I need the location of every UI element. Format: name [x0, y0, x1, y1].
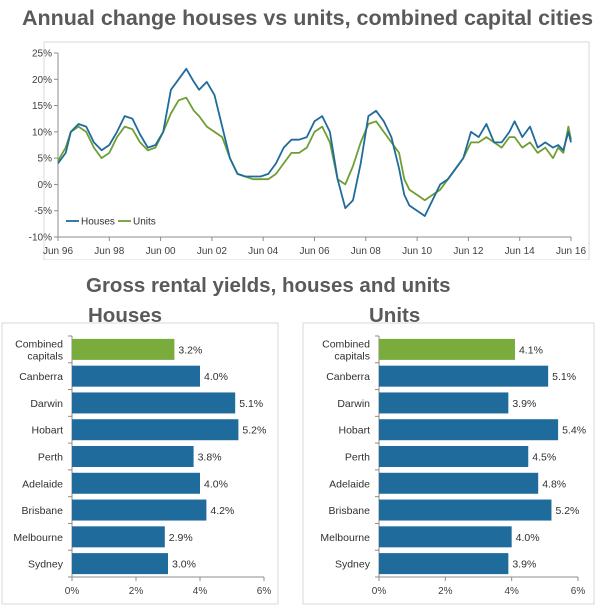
legend-label: Houses [81, 217, 115, 228]
x-tick-label: 2% [438, 586, 453, 597]
bar [379, 446, 529, 467]
category-label: Darwin [30, 398, 63, 410]
x-tick-label: 4% [193, 586, 208, 597]
bar [379, 419, 559, 441]
category-label: Canberra [19, 371, 63, 383]
bar-value-label: 5.1% [239, 398, 263, 410]
category-label: Melbourne [320, 532, 370, 544]
x-tick-label: 4% [504, 586, 519, 597]
x-tick-label: Jun 14 [505, 246, 535, 257]
bar [379, 338, 515, 360]
bar-value-label: 3.9% [512, 398, 536, 410]
chart-title: Annual change houses vs units, combined … [22, 6, 594, 30]
category-label: Combined [322, 338, 370, 350]
units-line [57, 96, 572, 202]
category-label: Hobart [31, 425, 63, 437]
houses-line [57, 67, 572, 217]
bar [72, 526, 165, 548]
x-tick-label: Jun 06 [299, 246, 329, 257]
y-tick-label: 15% [32, 101, 52, 112]
bar [72, 472, 200, 494]
category-label: Adelaide [22, 478, 63, 490]
bar-value-label: 4.2% [210, 505, 234, 517]
category-label: Brisbane [329, 505, 371, 517]
bar [72, 338, 175, 360]
bar-value-label: 4.1% [519, 344, 543, 356]
bar-value-label: 3.9% [512, 559, 536, 571]
bar-value-label: 5.1% [552, 371, 576, 383]
x-tick-label: Jun 12 [453, 246, 483, 257]
bar [72, 392, 236, 414]
category-label: Combined [15, 338, 63, 350]
bar-charts-title: Gross rental yields, houses and units [86, 274, 451, 297]
bar-value-label: 5.4% [562, 425, 586, 437]
x-tick-label: 2% [129, 586, 144, 597]
bar [379, 392, 509, 414]
bar-value-label: 3.0% [172, 559, 196, 571]
category-label: capitals [27, 350, 63, 362]
bar [379, 553, 509, 575]
y-tick-label: -5% [34, 206, 52, 217]
bar [72, 499, 207, 521]
x-tick-label: Jun 04 [248, 246, 278, 257]
bar-value-label: 4.0% [516, 532, 540, 544]
bar [379, 526, 512, 548]
category-label: capitals [334, 350, 370, 362]
bar [72, 419, 239, 441]
y-tick-label: -10% [29, 233, 52, 244]
plot-frame [43, 41, 590, 260]
bar [72, 365, 200, 387]
bar-value-label: 4.5% [532, 452, 556, 464]
legend-label: Units [133, 217, 156, 228]
bar-value-label: 5.2% [242, 425, 266, 437]
x-tick-label: 0% [65, 586, 80, 597]
bar [72, 446, 194, 467]
chart-frame [1, 322, 279, 605]
bar-value-label: 3.2% [178, 344, 202, 356]
x-tick-label: Jun 10 [402, 246, 432, 257]
chart-frame [302, 322, 595, 605]
bar-value-label: 5.2% [555, 505, 579, 517]
y-tick-label: 20% [32, 75, 52, 86]
x-tick-label: Jun 08 [351, 246, 381, 257]
bar-value-label: 4.8% [542, 478, 566, 490]
line-chart: 25% 20% 15% 10% 5% 0% -5% -10% Jun 96 Jun 98 Jun 0… [29, 41, 590, 260]
y-tick-label: 10% [32, 127, 52, 138]
category-label: Hobart [338, 425, 370, 437]
x-tick-label: Jun 16 [556, 246, 586, 257]
x-tick-label: Jun 02 [197, 246, 227, 257]
category-label: Perth [38, 452, 63, 464]
category-label: Darwin [337, 398, 370, 410]
y-tick-label: 0% [38, 180, 53, 191]
category-label: Brisbane [22, 505, 64, 517]
category-label: Melbourne [13, 532, 63, 544]
bar-value-label: 4.0% [204, 371, 228, 383]
category-label: Sydney [335, 559, 371, 571]
units-chart-title: Units [369, 304, 421, 327]
houses-chart-title: Houses [88, 304, 163, 327]
bar [379, 365, 549, 387]
y-tick-label: 5% [38, 154, 53, 165]
bar [72, 553, 168, 575]
bar-value-label: 3.8% [198, 452, 222, 464]
category-label: Adelaide [329, 478, 370, 490]
x-tick-label: Jun 98 [94, 246, 124, 257]
x-tick-label: 6% [257, 586, 272, 597]
category-label: Sydney [28, 559, 64, 571]
x-tick-label: 6% [571, 586, 586, 597]
bar-value-label: 2.9% [169, 532, 193, 544]
bar [379, 472, 539, 494]
x-tick-label: 0% [372, 586, 387, 597]
x-tick-label: Jun 96 [43, 246, 73, 257]
category-label: Canberra [326, 371, 370, 383]
x-tick-label: Jun 00 [146, 246, 176, 257]
category-label: Perth [345, 452, 370, 464]
y-tick-label: 25% [32, 49, 52, 60]
bar [379, 499, 552, 521]
bar-value-label: 4.0% [204, 478, 228, 490]
